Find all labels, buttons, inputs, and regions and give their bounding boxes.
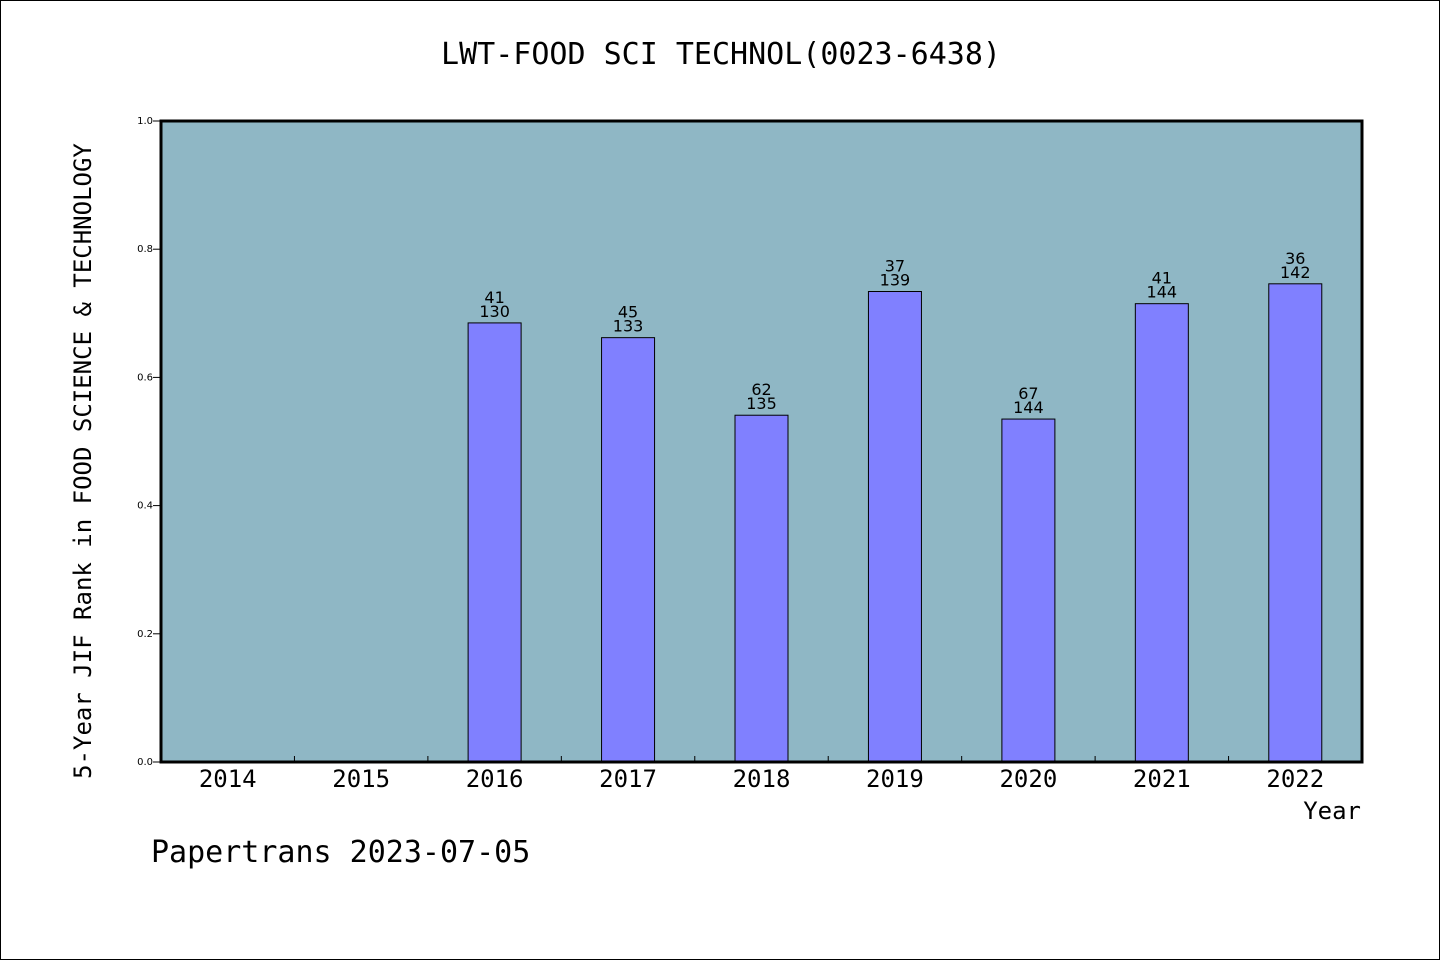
x-tick-label: 2016	[466, 765, 524, 793]
bar	[867, 291, 922, 763]
bar-rank-label: 41	[1152, 269, 1172, 288]
bar-total-label: 144	[1013, 398, 1044, 417]
bar	[601, 337, 656, 763]
footer-credit: Papertrans 2023-07-05	[151, 835, 531, 870]
x-tick-label: 2015	[332, 765, 390, 793]
y-tick-label: 1.0	[137, 116, 153, 127]
bar-rank-label: 62	[751, 380, 771, 399]
bar	[734, 414, 789, 763]
y-tick-label: 0.0	[137, 757, 153, 768]
x-axis-label: Year	[1303, 797, 1361, 825]
bar-total-label: 142	[1280, 263, 1311, 282]
x-tick-label: 2019	[866, 765, 924, 793]
bar-total-label: 135	[746, 394, 777, 413]
bar	[1134, 303, 1189, 763]
y-tick-label: 0.8	[137, 244, 153, 255]
y-tick-label: 0.6	[137, 372, 153, 383]
bar-rank-label: 45	[618, 303, 638, 322]
bar-rank-label: 36	[1285, 249, 1305, 268]
bar-total-label: 133	[613, 317, 644, 336]
x-tick-label: 2018	[733, 765, 791, 793]
bar	[1001, 418, 1056, 763]
bar-rank-label: 37	[885, 257, 905, 276]
x-tick-label: 2021	[1133, 765, 1191, 793]
bar-total-label: 144	[1147, 283, 1178, 302]
x-tick-label: 2022	[1266, 765, 1324, 793]
bar-total-label: 130	[479, 302, 510, 321]
y-tick-label: 0.4	[137, 501, 153, 512]
y-tick-label: 0.2	[137, 629, 153, 640]
x-tick-label: 2014	[199, 765, 257, 793]
bar-total-label: 139	[880, 271, 911, 290]
x-tick-label: 2017	[599, 765, 657, 793]
x-tick-label: 2020	[999, 765, 1057, 793]
chart-title: LWT-FOOD SCI TECHNOL(0023-6438)	[441, 37, 1001, 72]
bar	[1268, 283, 1323, 763]
plot-border	[159, 119, 1364, 764]
bar	[467, 322, 522, 763]
bar-rank-label: 67	[1018, 384, 1038, 403]
bar-rank-label: 41	[484, 288, 504, 307]
